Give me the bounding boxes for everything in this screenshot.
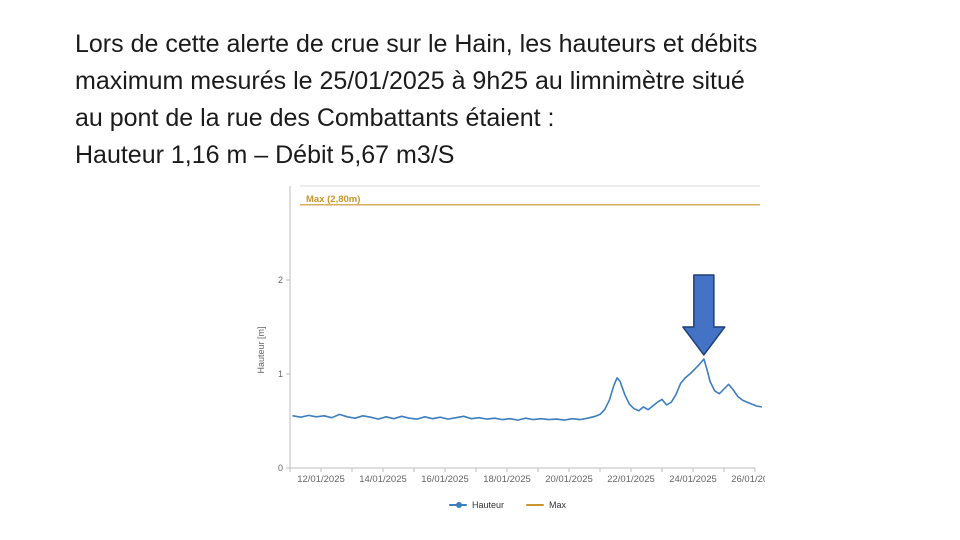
chart-canvas: Max (2,80m) 0 1 2 Hauteur [m] 12/01/2025 14/01… xyxy=(256,185,765,485)
x-tick-label: 24/01/2025 xyxy=(669,474,717,485)
x-tick-label: 26/01/2025 xyxy=(731,474,765,485)
legend-label-hauteur: Hauteur xyxy=(471,500,504,510)
x-tick-label: 12/01/2025 xyxy=(297,474,345,485)
legend-item-max[interactable]: Max xyxy=(526,500,566,510)
slide-text-line: Lors de cette alerte de crue sur le Hain… xyxy=(75,30,758,58)
hauteur-series-line xyxy=(292,358,763,421)
slide-text-line: maximum mesurés le 25/01/2025 à 9h25 au … xyxy=(75,67,745,95)
peak-arrow-annotation xyxy=(682,274,726,356)
max-line-icon xyxy=(526,504,544,506)
legend-label-max: Max xyxy=(549,500,567,510)
hauteur-line-icon xyxy=(448,502,467,508)
y-tick-label: 0 xyxy=(278,463,283,473)
x-tick-label: 16/01/2025 xyxy=(421,474,469,485)
hauteur-chart: Max (2,80m) 0 1 2 Hauteur [m] 12/01/2025 14/01… xyxy=(250,180,765,492)
y-axis-title: Hauteur [m] xyxy=(256,326,266,373)
chart-legend: Hauteur Max xyxy=(250,500,765,510)
y-tick-label: 2 xyxy=(278,275,283,285)
max-threshold-label: Max (2,80m) xyxy=(306,194,360,205)
x-tick-label: 22/01/2025 xyxy=(607,474,655,485)
x-tick-label: 18/01/2025 xyxy=(483,474,531,485)
slide-text-line: au pont de la rue des Combattants étaien… xyxy=(75,104,555,132)
y-tick-label: 1 xyxy=(278,369,283,379)
slide-text-block: Lors de cette alerte de crue sur le Hain… xyxy=(75,26,895,174)
slide-text-line: Hauteur 1,16 m – Débit 5,67 m3/S xyxy=(75,141,455,169)
x-tick-label: 14/01/2025 xyxy=(359,474,407,485)
legend-item-hauteur[interactable]: Hauteur xyxy=(448,500,504,510)
x-tick-label: 20/01/2025 xyxy=(545,474,593,485)
